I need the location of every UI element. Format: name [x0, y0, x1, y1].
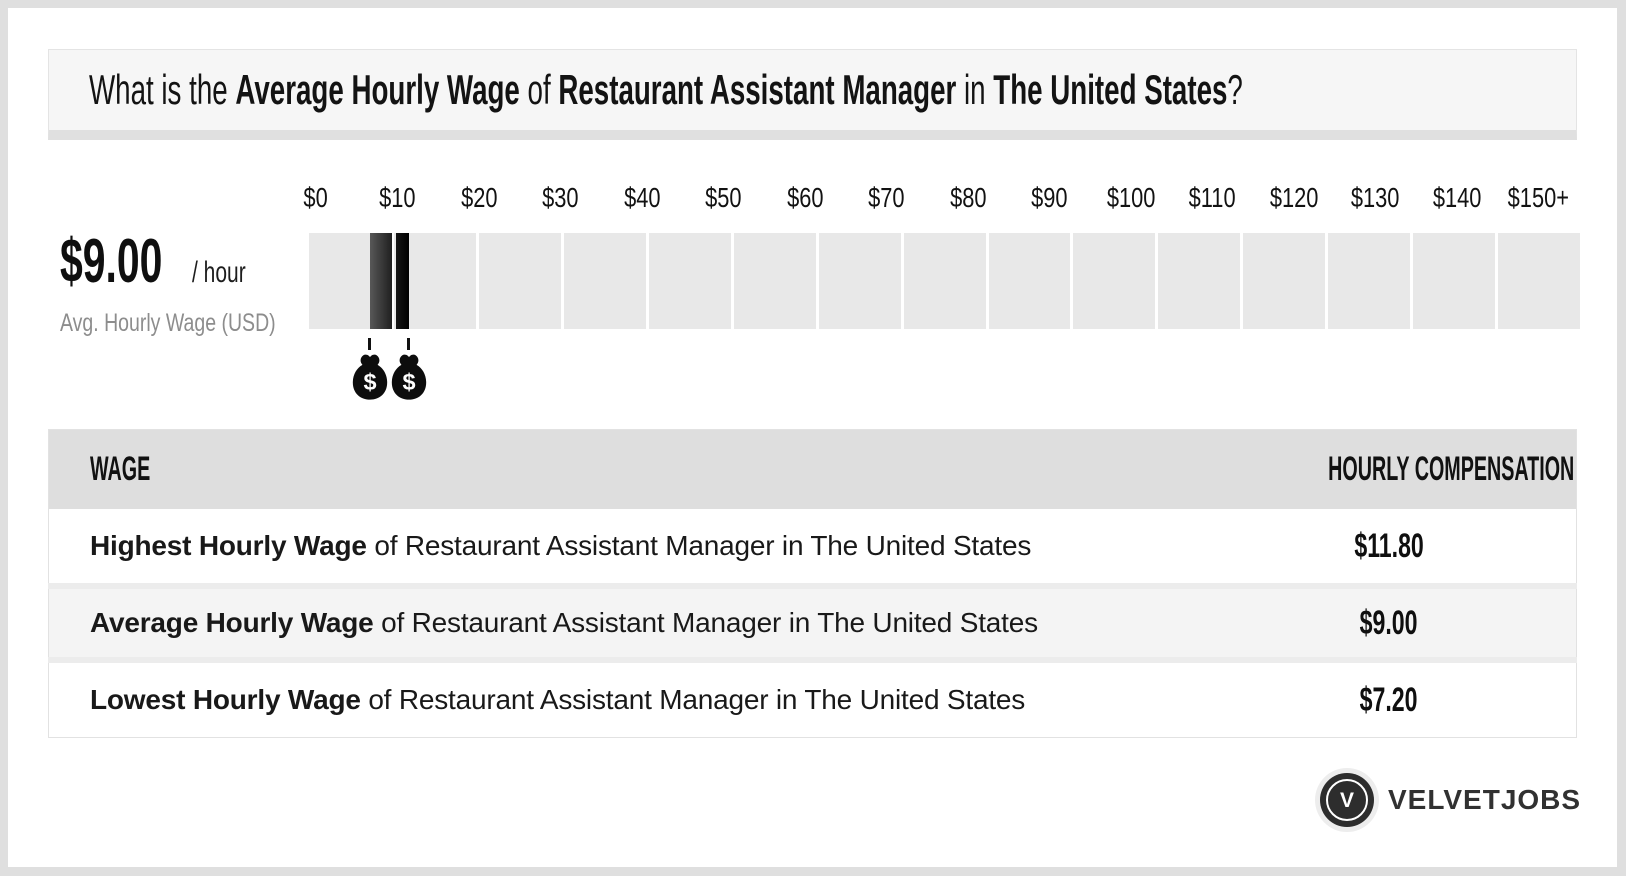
- scale-segment: [648, 233, 731, 329]
- header-band: What is the Average Hourly Wage of Resta…: [48, 49, 1577, 140]
- scale-segment: [1498, 233, 1581, 329]
- scale-segment: [988, 233, 1071, 329]
- column-header-hourly-compensation: HOURLY COMPENSATION: [1328, 450, 1575, 488]
- wage-row-value-text: $11.80: [1354, 526, 1424, 565]
- wage-row-label-emphasis: Highest Hourly Wage: [90, 530, 367, 561]
- axis-tick-label-text: $110: [1188, 182, 1236, 213]
- axis-tick-label-text: $80: [949, 182, 987, 213]
- scale-segment: [733, 233, 816, 329]
- scale-segment: [903, 233, 986, 329]
- axis-tick-label-text: $20: [460, 182, 498, 213]
- wage-row-label: Average Hourly Wage of Restaurant Assist…: [49, 607, 1038, 639]
- title-emphasis: The United States: [993, 66, 1228, 113]
- wage-row-value-text: $9.00: [1360, 603, 1418, 642]
- wage-scale: [309, 233, 1581, 329]
- axis-tick-label-text: $130: [1351, 182, 1400, 213]
- axis-tick-label-text: $10: [379, 182, 416, 213]
- page-title-text: What is the Average Hourly Wage of Resta…: [89, 66, 1243, 114]
- scale-segment: [1158, 233, 1241, 329]
- table-row: Average Hourly Wage of Restaurant Assist…: [49, 589, 1576, 657]
- scale-segment: [818, 233, 901, 329]
- wage-row-label-text: of Restaurant Assistant Manager in The U…: [360, 684, 1026, 715]
- wage-row-value: $7.20: [1239, 681, 1539, 720]
- svg-text:$: $: [363, 369, 376, 395]
- wage-row-label: Highest Hourly Wage of Restaurant Assist…: [49, 530, 1031, 562]
- axis-tick-label-text: $50: [705, 182, 742, 213]
- axis-tick-label-text: $90: [1031, 182, 1068, 213]
- scale-segment: [1243, 233, 1326, 329]
- average-wage-unit: / hour: [191, 256, 246, 289]
- title-emphasis: Average Hourly Wage: [235, 66, 520, 113]
- title-text: What is the: [89, 66, 236, 113]
- wage-row-label: Lowest Hourly Wage of Restaurant Assista…: [49, 684, 1025, 716]
- title-text: of: [519, 66, 559, 113]
- axis-tick-label-text: $70: [868, 182, 905, 213]
- axis-tick-label-text: $140: [1432, 182, 1482, 213]
- velvetjobs-logo-text: VELVETJOBS: [1388, 784, 1582, 815]
- marker-tick: [407, 338, 411, 350]
- wage-range-split-to-high: [395, 233, 409, 329]
- wage-range-bar: [369, 233, 409, 329]
- wage-table-header: WAGE HOURLY COMPENSATION: [49, 430, 1576, 509]
- wage-scale-axis: $0 $10 $20 $30 $40 $50 $60 $70 $80 $90 $100 $110 $12…: [304, 182, 1580, 213]
- axis-tick-label-text: $30: [542, 182, 579, 213]
- scale-segment: [1413, 233, 1496, 329]
- wage-row-label-emphasis: Lowest Hourly Wage: [90, 684, 361, 715]
- row-separator: [48, 583, 1577, 589]
- marker-tick: [368, 338, 372, 350]
- scale-segment: [563, 233, 646, 329]
- wage-table: WAGE HOURLY COMPENSATION Highest Hourly …: [48, 429, 1577, 738]
- wage-row-value: $11.80: [1239, 527, 1539, 566]
- table-row: Lowest Hourly Wage of Restaurant Assista…: [49, 663, 1576, 737]
- table-row: Highest Hourly Wage of Restaurant Assist…: [49, 509, 1576, 583]
- column-header-wage: WAGE: [90, 450, 151, 488]
- scale-segment: [1073, 233, 1156, 329]
- average-wage-amount: $9.00: [60, 227, 163, 296]
- title-emphasis: Restaurant Assistant Manager: [558, 66, 957, 113]
- axis-tick-label-text: $150+: [1507, 182, 1570, 213]
- wage-row-label-text: of Restaurant Assistant Manager in The U…: [373, 607, 1038, 638]
- average-wage-summary: $9.00 / hour Avg. Hourly Wage (USD): [60, 226, 320, 338]
- wage-range-low-to-split: [369, 233, 392, 329]
- axis-tick-label-text: $100: [1106, 182, 1156, 213]
- title-text: in: [956, 66, 994, 113]
- axis-tick-label-text: $40: [623, 182, 661, 213]
- logo-monogram: V: [1339, 788, 1354, 812]
- wage-row-value: $9.00: [1239, 604, 1539, 643]
- velvetjobs-logo: V VELVETJOBS: [1320, 773, 1581, 827]
- wage-row-label-emphasis: Average Hourly Wage: [90, 607, 374, 638]
- money-bag-icon: $: [391, 354, 426, 400]
- axis-tick-label-text: $60: [786, 182, 824, 213]
- row-separator: [48, 657, 1577, 663]
- svg-text:$: $: [402, 369, 415, 395]
- infographic-card: What is the Average Hourly Wage of Resta…: [8, 8, 1617, 867]
- scale-segment: [1328, 233, 1411, 329]
- page-title: What is the Average Hourly Wage of Resta…: [49, 66, 1626, 114]
- wage-row-label-text: of Restaurant Assistant Manager in The U…: [366, 530, 1032, 561]
- average-wage-amount-line: $9.00 / hour: [60, 226, 320, 297]
- title-text: ?: [1227, 66, 1243, 113]
- logo-ring: V: [1326, 779, 1368, 821]
- money-bag-icon: $: [352, 354, 388, 400]
- average-wage-caption: Avg. Hourly Wage (USD): [60, 309, 276, 337]
- wage-row-value-text: $7.20: [1360, 680, 1418, 719]
- axis-tick-label-text: $0: [303, 182, 329, 213]
- velvetjobs-logo-icon: V: [1320, 773, 1374, 827]
- scale-segment: [478, 233, 561, 329]
- axis-tick-label-text: $120: [1269, 182, 1319, 213]
